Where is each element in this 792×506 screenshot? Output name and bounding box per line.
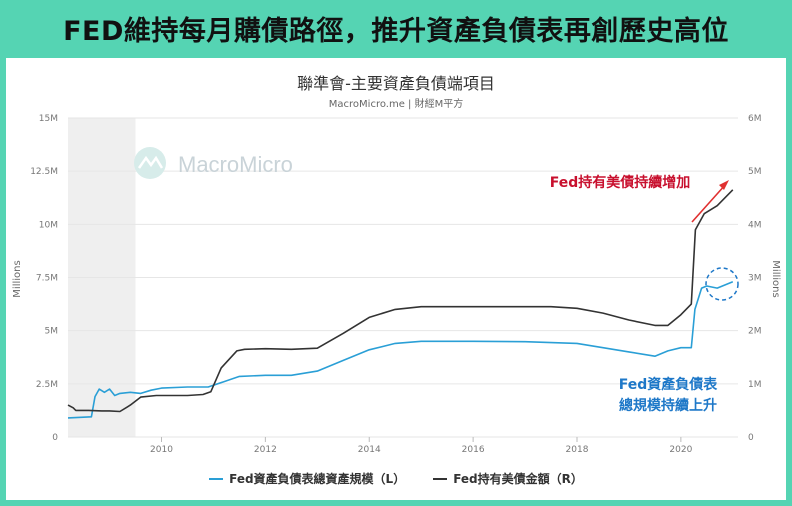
watermark-logo-mark — [137, 155, 164, 169]
annotation-assets-line1: Fed資產負債表 — [619, 376, 719, 393]
y-tick-label-left: 5M — [45, 327, 59, 337]
annotation-assets-line2: 總規模持續上升 — [619, 397, 717, 414]
x-tick-label: 2020 — [669, 445, 692, 455]
chart-title: 聯準會-主要資產負債端項目 — [297, 74, 495, 93]
legend-swatch-holdings — [433, 477, 448, 480]
highlight-circle — [705, 267, 739, 301]
trend-arrow-line — [691, 183, 727, 223]
watermark-text: MacroMicro — [178, 152, 293, 177]
y-tick-label-right: 5M — [748, 167, 762, 177]
chart-card — [6, 58, 786, 500]
legend-label-holdings: Fed持有美債金額（R） — [453, 472, 583, 486]
legend-item-holdings[interactable]: Fed持有美債金額（R） — [433, 470, 583, 487]
y-tick-label-left: 7.5M — [36, 274, 58, 284]
series-line-treasury-holdings — [67, 189, 734, 413]
x-tick-label: 2018 — [566, 445, 589, 455]
y-tick-label-left: 2.5M — [36, 380, 58, 390]
legend-swatch-assets — [209, 477, 224, 480]
y-tick-label-right: 0 — [748, 433, 754, 443]
x-tick-label: 2014 — [358, 445, 381, 455]
x-tick-label: 2010 — [150, 445, 173, 455]
annotation-holdings: Fed持有美債持續增加 — [550, 174, 691, 191]
chart-legend: Fed資產負債表總資產規模（L） Fed持有美債金額（R） — [0, 470, 792, 487]
y-tick-label-right: 6M — [748, 114, 762, 124]
x-tick-label: 2012 — [254, 445, 277, 455]
y-tick-label-left: 0 — [52, 433, 58, 443]
x-tick-label: 2016 — [462, 445, 485, 455]
y-tick-label-left: 10M — [39, 220, 58, 230]
y-axis-label-right: Millions — [770, 260, 781, 297]
chart-subtitle: MacroMicro.me | 財經M平方 — [328, 99, 464, 110]
y-tick-label-right: 2M — [748, 327, 762, 337]
legend-label-assets: Fed資產負債表總資產規模（L） — [229, 472, 406, 486]
y-axis-label-left: Millions — [12, 260, 23, 297]
series-line-total-assets — [67, 281, 734, 419]
trend-arrow-head-icon — [719, 180, 729, 190]
y-tick-label-right: 3M — [748, 274, 762, 284]
legend-item-assets[interactable]: Fed資產負債表總資產規模（L） — [209, 470, 405, 487]
y-tick-label-right: 4M — [748, 220, 762, 230]
y-tick-label-left: 12.5M — [30, 167, 58, 177]
y-tick-label-right: 1M — [748, 380, 762, 390]
headline: FED維持每月購債路徑，推升資產負債表再創歷史高位 — [63, 15, 729, 47]
y-tick-label-left: 15M — [39, 114, 58, 124]
